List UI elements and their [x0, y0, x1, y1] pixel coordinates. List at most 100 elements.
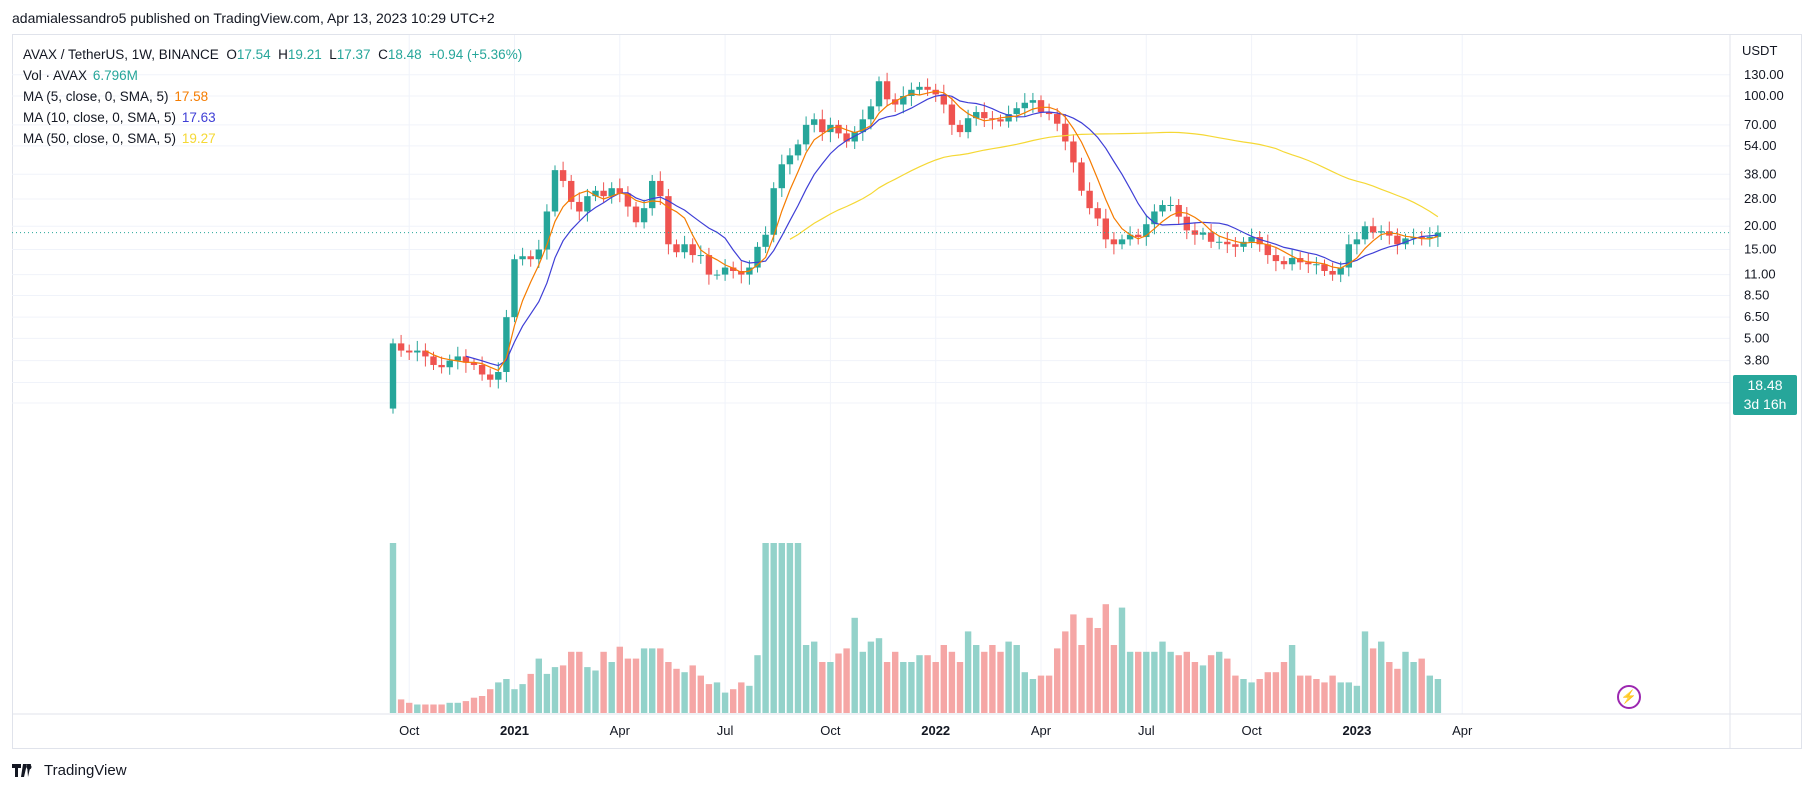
candle-body [1191, 230, 1199, 235]
volume-bar [608, 662, 615, 713]
legend-ma10-row[interactable]: MA (10, close, 0, SMA, 5) 17.63 [23, 107, 522, 128]
tradingview-logo[interactable]: TradingView [12, 762, 127, 779]
candle-body [932, 89, 939, 95]
volume-bar [1256, 679, 1263, 713]
candle-body [535, 249, 542, 260]
volume-bar [1070, 614, 1077, 713]
legend-ma10-value: 17.63 [181, 110, 216, 125]
volume-bar [1345, 682, 1352, 713]
volume-bar [1394, 668, 1401, 713]
candle-body [835, 124, 842, 134]
volume-bar [1159, 641, 1166, 713]
legend-high-value: 19.21 [287, 47, 322, 62]
volume-bar [1183, 651, 1190, 713]
volume-bar [916, 655, 923, 713]
legend-volume-row[interactable]: Vol · AVAX 6.796M [23, 65, 522, 86]
volume-bar [1272, 672, 1280, 713]
candle-body [1337, 267, 1344, 275]
candle-body [665, 196, 672, 245]
legend-ma50-label: MA (50, close, 0, SMA, 5) [23, 131, 177, 146]
candle-body [1086, 190, 1093, 209]
ma50-line [789, 131, 1439, 240]
candle-body [762, 234, 769, 247]
volume-bar [1361, 631, 1369, 713]
volume-bar [883, 662, 891, 713]
volume-bar [454, 702, 461, 713]
volume-bar [1248, 682, 1255, 713]
candle-body [713, 274, 721, 276]
candle-body [576, 201, 583, 212]
legend-ma50-row[interactable]: MA (50, close, 0, SMA, 5) 19.27 [23, 128, 522, 149]
legend-volume-label: Vol · AVAX [23, 68, 88, 83]
candle-body [940, 94, 947, 105]
volume-bar [503, 679, 510, 713]
candle-body [632, 206, 640, 223]
candle-body [1402, 238, 1409, 245]
candle-body [964, 118, 972, 133]
lightning-icon[interactable]: ⚡ [1617, 685, 1641, 709]
volume-bar [1151, 651, 1158, 713]
volume-bar [786, 543, 794, 713]
candle-body [543, 211, 551, 250]
legend-high-label: H [278, 47, 288, 62]
candle-body [438, 364, 445, 368]
candle-body [624, 193, 632, 207]
candle-body [973, 112, 980, 119]
candle-body [551, 170, 559, 212]
candle-body [892, 99, 899, 105]
ma5-line [425, 90, 1439, 372]
volume-bar [1321, 682, 1328, 713]
volume-bar [908, 662, 915, 713]
bar-countdown: 3d 16h [1743, 396, 1787, 412]
candle-body [1378, 231, 1385, 233]
candle-body [1078, 162, 1085, 191]
volume-bar [592, 670, 599, 713]
candle-body [503, 317, 510, 373]
y-tick-label: 28.00 [1744, 191, 1777, 206]
candle-body [527, 256, 534, 260]
legend-ohlc-row[interactable]: AVAX / TetherUS, 1W, BINANCE O17.54 H19.… [23, 44, 522, 65]
volume-bar [1102, 604, 1109, 713]
candle-body [657, 180, 664, 197]
candle-body [989, 118, 996, 120]
volume-bar [689, 665, 696, 713]
volume-bar [1021, 672, 1028, 713]
volume-bar [1329, 675, 1336, 713]
volume-bar [1135, 651, 1142, 713]
candle-body [470, 362, 478, 365]
candle-body [406, 350, 413, 353]
volume-bar [721, 692, 729, 713]
volume-bar [649, 648, 656, 713]
y-tick-label: 130.00 [1744, 67, 1784, 82]
legend-change: +0.94 (+5.36%) [429, 47, 523, 62]
axis-currency-label[interactable]: USDT [1742, 43, 1778, 58]
x-tick-label: 2021 [500, 723, 529, 738]
volume-bar [600, 651, 607, 713]
candle-body [495, 372, 502, 380]
volume-bar [1378, 641, 1385, 713]
volume-bar [762, 543, 769, 713]
x-tick-label: Oct [399, 723, 420, 738]
candle-body [1070, 141, 1077, 163]
volume-bar [981, 651, 988, 713]
candle-body [981, 112, 988, 119]
candle-body [1005, 114, 1012, 122]
volume-bar [892, 651, 899, 713]
candle-body [519, 256, 526, 260]
legend-ma50-value: 19.27 [181, 131, 216, 146]
candle-body [1029, 100, 1037, 103]
candle-body [511, 259, 518, 318]
publisher-line: adamialessandro5 published on TradingVie… [12, 10, 495, 26]
candle-body [1094, 208, 1101, 219]
candle-body [1054, 114, 1061, 124]
legend-ma5-row[interactable]: MA (5, close, 0, SMA, 5) 17.58 [23, 86, 522, 107]
chart-frame[interactable] [12, 34, 1802, 749]
volume-bar [559, 665, 567, 713]
candle-body [616, 188, 623, 194]
candle-body [875, 81, 883, 107]
volume-bar [875, 638, 883, 713]
volume-bar [867, 641, 875, 713]
tradingview-mark-icon [12, 764, 38, 777]
candle-body [1216, 241, 1223, 243]
